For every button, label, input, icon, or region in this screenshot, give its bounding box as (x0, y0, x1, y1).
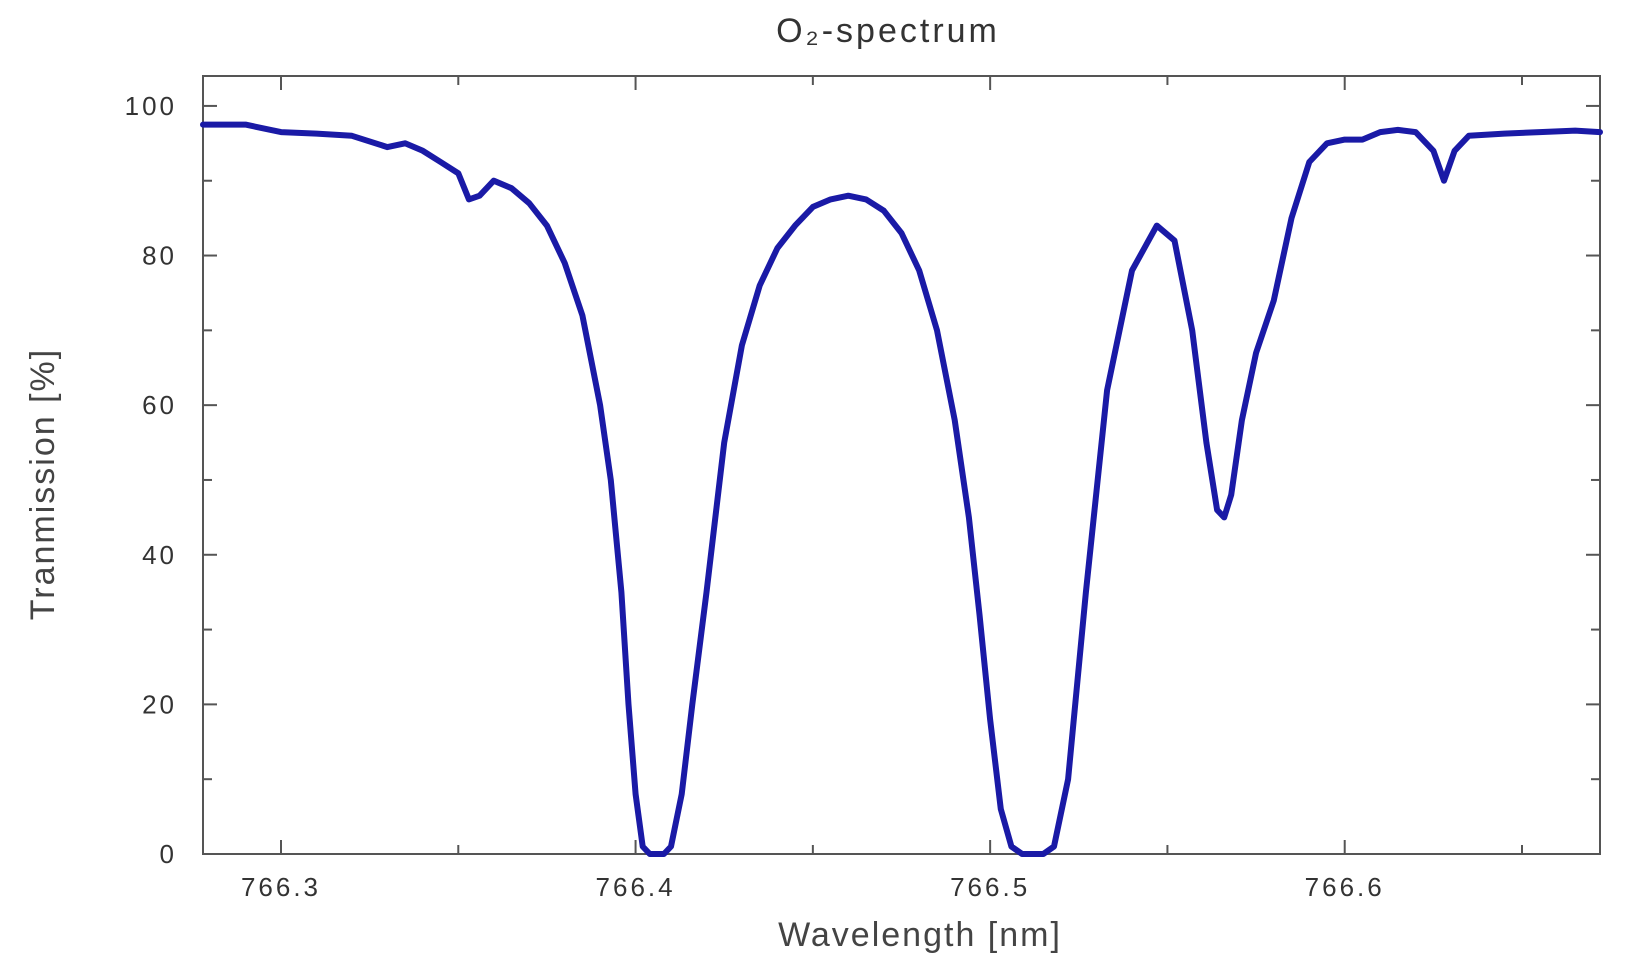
x-tick-label: 766.5 (950, 872, 1030, 902)
x-tick-label: 766.6 (1305, 872, 1385, 902)
x-tick-label: 766.4 (596, 872, 676, 902)
y-tick-label: 40 (142, 540, 177, 570)
y-axis-label: Tranmission [%] (24, 348, 62, 620)
y-tick-label: 60 (142, 390, 177, 420)
plot-frame (202, 75, 1601, 855)
x-axis-label: Wavelength [nm] (778, 916, 1062, 954)
y-tick-label: 100 (125, 91, 177, 121)
y-tick-label: 0 (160, 839, 177, 869)
axis-ticks (203, 76, 1600, 855)
y-tick-label: 20 (142, 689, 177, 719)
chart-title: O₂-spectrum (776, 12, 1000, 50)
x-tick-label: 766.3 (241, 872, 321, 902)
transmission-line (200, 121, 1603, 857)
y-tick-label: 80 (142, 241, 177, 271)
tick-labels: 766.3 766.4 766.5 766.6 0 20 40 60 80 100 (125, 91, 1385, 902)
